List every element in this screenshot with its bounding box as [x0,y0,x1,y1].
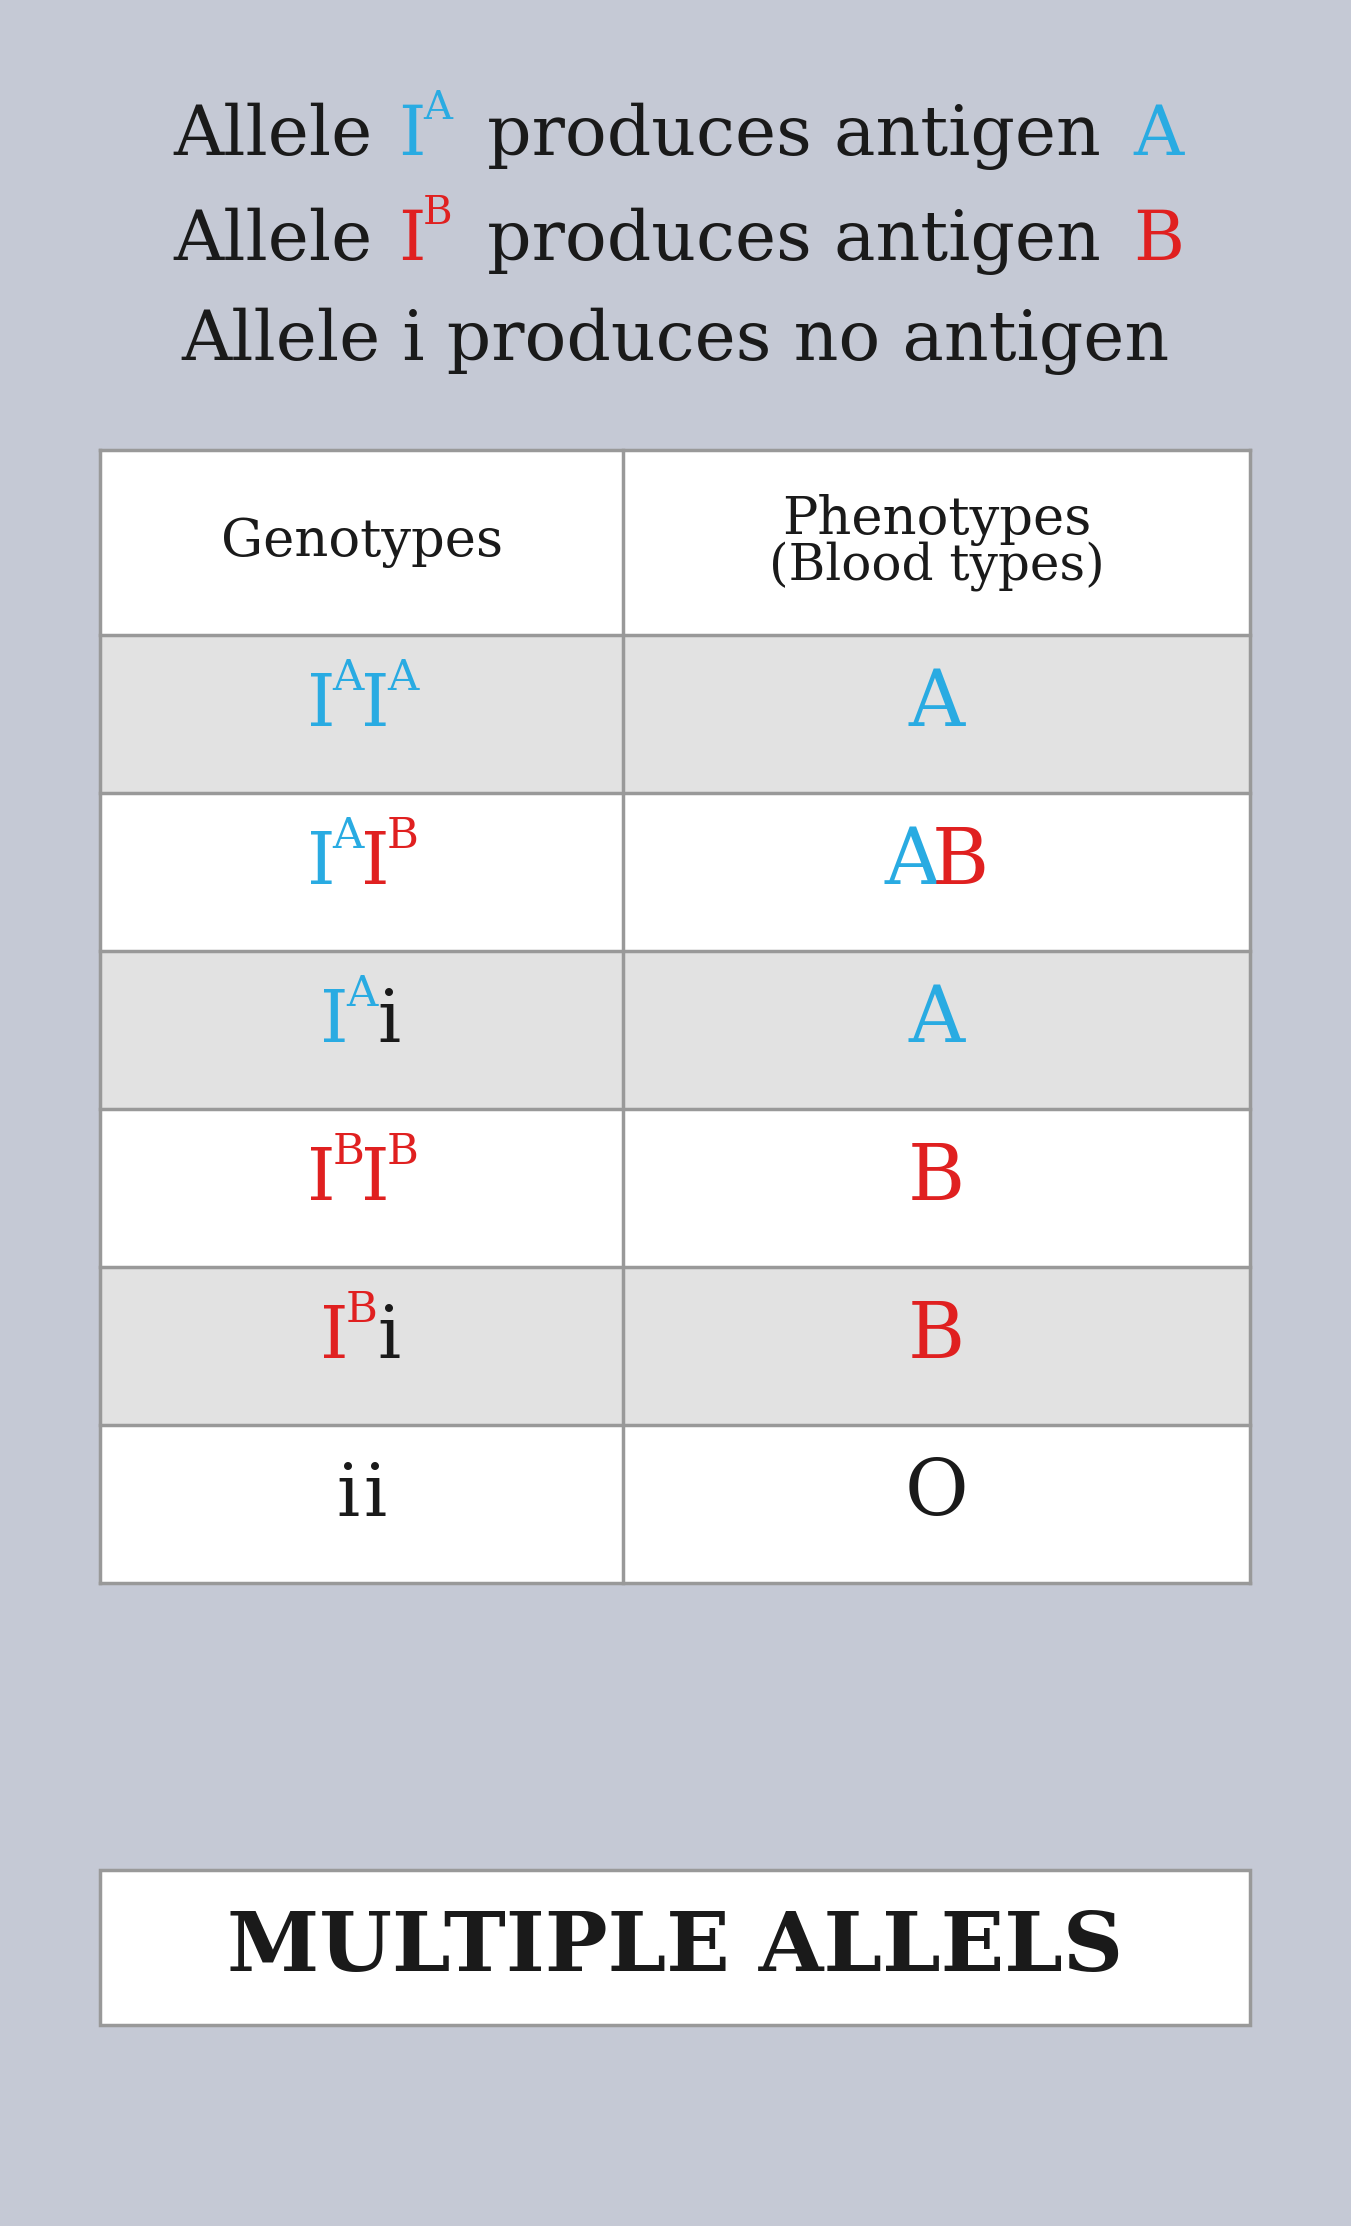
Text: I: I [399,102,426,169]
Text: I: I [361,1144,389,1215]
Text: I: I [361,828,389,899]
Text: A: A [332,815,363,857]
Text: B: B [332,1131,365,1173]
Text: A: A [423,89,451,127]
Text: i: i [377,1302,400,1373]
Text: B: B [1133,207,1185,274]
Bar [100,792,1250,951]
Text: I: I [307,670,335,741]
Text: I: I [320,1302,349,1373]
Text: Genotypes: Genotypes [220,516,503,568]
Bar [100,634,1250,792]
Bar [100,1870,1250,2026]
Text: A: A [909,982,965,1057]
Text: B: B [423,196,453,232]
Text: Allele: Allele [174,207,396,274]
Text: i: i [363,1460,386,1531]
Bar [100,450,1250,634]
Text: B: B [932,824,989,899]
Text: I: I [307,1144,335,1215]
Text: Allele i produces no antigen: Allele i produces no antigen [181,307,1170,374]
Text: B: B [386,1131,419,1173]
Text: (Blood types): (Blood types) [769,541,1105,592]
Text: i: i [377,986,400,1057]
Text: I: I [361,670,389,741]
Text: O: O [905,1456,969,1531]
Text: produces antigen: produces antigen [465,207,1123,276]
Text: A: A [909,666,965,741]
Text: i: i [336,1460,359,1531]
Text: I: I [307,828,335,899]
Bar [100,1267,1250,1425]
Bar [100,951,1250,1109]
Bar [100,450,1250,1583]
Text: B: B [908,1140,965,1215]
Text: A: A [885,824,940,899]
Text: A: A [332,657,363,699]
Text: A: A [346,973,377,1015]
Text: A: A [386,657,419,699]
Text: B: B [386,815,419,857]
Text: B: B [908,1298,965,1373]
Text: Allele: Allele [174,102,396,169]
Text: produces antigen: produces antigen [465,102,1123,169]
Text: MULTIPLE ALLELS: MULTIPLE ALLELS [227,1908,1123,1988]
Text: B: B [346,1289,377,1331]
Text: I: I [320,986,349,1057]
Text: Phenotypes: Phenotypes [782,494,1092,548]
Text: A: A [1133,102,1183,169]
Bar [100,1425,1250,1583]
Text: I: I [399,207,426,274]
Bar [100,1109,1250,1267]
